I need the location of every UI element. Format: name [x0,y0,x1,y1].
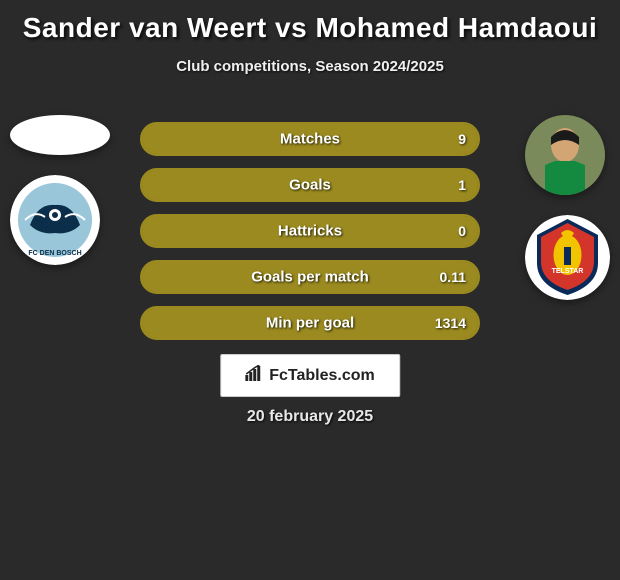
stat-bar: Goals1 [140,168,480,202]
page-title: Sander van Weert vs Mohamed Hamdaoui [0,0,620,44]
bar-value-right: 1 [458,177,466,193]
player-right-column: TELSTAR [525,115,610,300]
svg-text:FC DEN BOSCH: FC DEN BOSCH [28,250,81,257]
club-left-logo: FC DEN BOSCH [10,175,100,265]
subtitle: Club competitions, Season 2024/2025 [0,58,620,75]
bar-label: Min per goal [142,315,478,332]
date-label: 20 february 2025 [0,408,620,426]
player-left-column: FC DEN BOSCH [10,115,110,265]
watermark: FcTables.com [220,354,400,397]
bar-label: Goals per match [142,269,478,286]
bar-label: Hattricks [142,223,478,240]
bar-value-right: 9 [458,131,466,147]
watermark-text: FcTables.com [269,367,375,385]
comparison-infographic: Sander van Weert vs Mohamed Hamdaoui Clu… [0,0,620,580]
stat-bar: Goals per match0.11 [140,260,480,294]
bar-value-right: 0 [458,223,466,239]
stat-bars: Matches9Goals1Hattricks0Goals per match0… [140,122,480,352]
club-right-logo: TELSTAR [525,215,610,300]
bar-value-right: 1314 [435,315,466,331]
player-left-avatar [10,115,110,155]
player-right-avatar [525,115,605,195]
stat-bar: Hattricks0 [140,214,480,248]
bar-label: Goals [142,177,478,194]
bar-value-right: 0.11 [440,269,466,285]
bar-label: Matches [142,131,478,148]
chart-icon [245,365,263,386]
stat-bar: Matches9 [140,122,480,156]
svg-text:TELSTAR: TELSTAR [552,268,584,275]
stat-bar: Min per goal1314 [140,306,480,340]
